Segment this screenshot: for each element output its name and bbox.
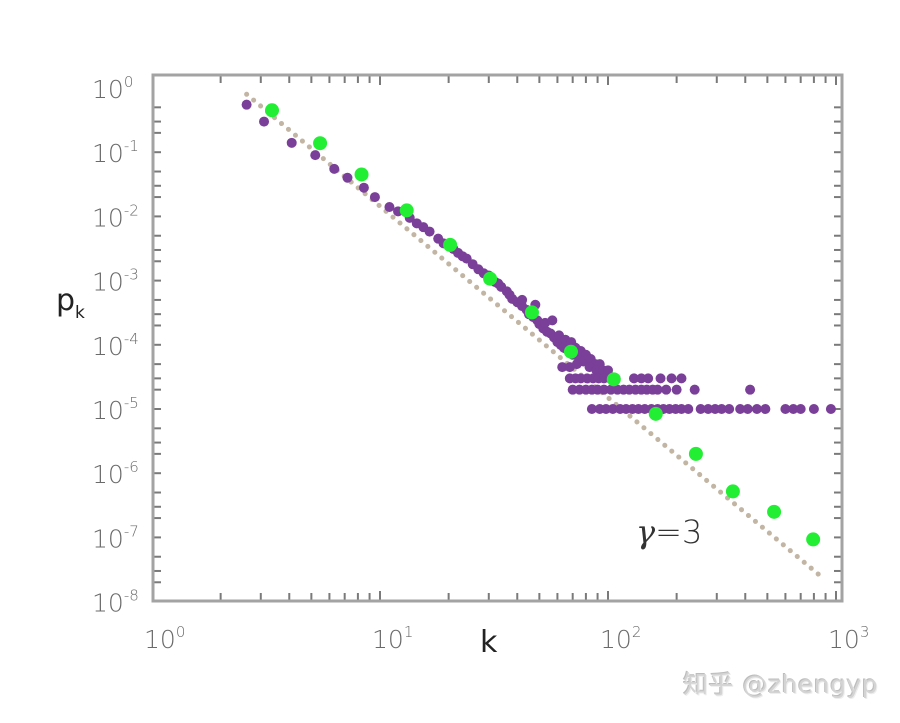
data-point (671, 384, 682, 395)
data-point (808, 404, 819, 414)
data-point (795, 404, 806, 414)
data-point (745, 384, 756, 395)
y-tick-label: 10-2 (92, 201, 139, 232)
data-point (636, 373, 647, 384)
data-point (329, 163, 340, 174)
data-point (369, 192, 380, 203)
data-point (557, 362, 568, 373)
power-law-fit-line (244, 91, 823, 579)
y-tick-label: 10-1 (92, 137, 139, 168)
data-point (666, 373, 677, 384)
data-point (703, 404, 714, 414)
y-tick-label: 10-8 (92, 587, 139, 618)
data-point (358, 182, 369, 193)
data-point (695, 404, 706, 414)
data-point (547, 315, 558, 326)
data-point (286, 137, 297, 148)
data-point (742, 404, 753, 414)
data-point (517, 294, 528, 305)
data-point (825, 404, 836, 414)
data-point (310, 150, 321, 161)
data-point (676, 373, 687, 384)
data-point (424, 226, 435, 237)
data-point (598, 384, 609, 395)
data-point (724, 404, 735, 414)
data-point (241, 99, 252, 110)
purple-points (241, 99, 836, 414)
gamma-symbol: γ (636, 513, 656, 551)
data-point (688, 446, 703, 461)
data-point (313, 136, 328, 151)
data-point (483, 271, 498, 286)
y-tick-label: 10-6 (92, 458, 139, 489)
data-point (600, 404, 611, 414)
x-axis-label: k (480, 625, 498, 660)
x-tick-label: 102 (600, 623, 641, 654)
y-axis-label-base: p (56, 283, 75, 318)
data-point (806, 532, 821, 547)
data-point (676, 404, 687, 414)
data-point (767, 504, 782, 519)
data-point (443, 237, 458, 252)
gamma-annotation: γ=3 (636, 513, 702, 551)
data-point (652, 384, 663, 395)
data-point (655, 373, 666, 384)
y-axis-label: pk (56, 283, 85, 323)
data-point (586, 404, 597, 414)
data-point (716, 404, 727, 414)
y-tick-label: 10-5 (92, 394, 139, 425)
data-point (563, 344, 578, 359)
x-tick-label: 101 (372, 623, 413, 654)
data-point (661, 384, 672, 395)
gamma-value: =3 (655, 513, 702, 551)
data-point (259, 116, 270, 127)
axis-ticks (154, 76, 841, 600)
data-point (384, 202, 395, 213)
x-tick-label: 103 (828, 623, 869, 654)
y-tick-label: 10-7 (92, 522, 139, 553)
y-axis-label-subscript: k (75, 303, 85, 323)
y-tick-label: 10-3 (92, 266, 139, 297)
data-series (241, 99, 836, 547)
data-point (603, 365, 613, 376)
data-point (567, 384, 578, 395)
data-point (643, 373, 654, 384)
data-point (648, 406, 663, 421)
y-tick-labels: 100 10-1 10-2 10-3 10-4 10-5 10-6 10-7 10-8 (92, 73, 139, 618)
data-point (265, 103, 280, 118)
data-point (606, 372, 621, 387)
data-point (628, 373, 639, 384)
data-point (399, 203, 414, 218)
green-points (265, 103, 821, 547)
plot-frame (151, 73, 844, 603)
data-point (683, 404, 694, 414)
data-point (760, 404, 771, 414)
data-point (607, 404, 618, 414)
data-point (780, 404, 791, 414)
x-tick-label: 100 (144, 623, 185, 654)
data-point (735, 404, 746, 414)
data-point (524, 305, 539, 320)
data-point (788, 404, 799, 414)
x-tick-labels: 100 101 102 103 (144, 623, 869, 654)
y-tick-label: 10-4 (92, 330, 139, 361)
watermark: 知乎 @zhengyp (683, 670, 879, 699)
data-point (354, 167, 369, 182)
data-point (751, 404, 762, 414)
data-point (571, 359, 582, 370)
data-point (725, 484, 740, 499)
data-point (689, 384, 700, 395)
y-tick-label: 100 (92, 73, 133, 104)
data-point (342, 172, 353, 183)
